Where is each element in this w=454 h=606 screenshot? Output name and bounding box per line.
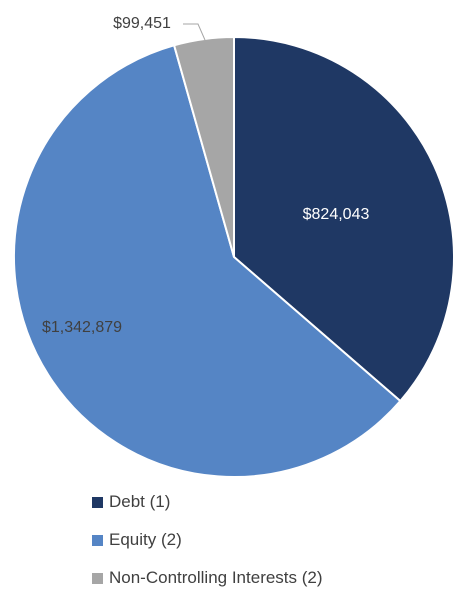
leader-line-non-controlling xyxy=(183,23,206,41)
legend-swatch-debt xyxy=(92,496,103,508)
legend-swatch-equity xyxy=(92,534,103,546)
pie-data-labels: $824,043 $1,342,879 $99,451 xyxy=(42,15,370,336)
legend-label-non-controlling: Non-Controlling Interests (2) xyxy=(109,568,323,587)
pie-slice-non-controlling xyxy=(172,35,235,258)
pie-slice-equity xyxy=(13,44,402,478)
legend-item-non-controlling: Non-Controlling Interests (2) xyxy=(92,568,323,588)
legend-swatch-non-controlling xyxy=(92,572,103,584)
pie-chart: $824,043 $1,342,879 $99,451 xyxy=(13,15,454,478)
legend-label-debt: Debt (1) xyxy=(109,492,171,511)
legend-label-equity: Equity (2) xyxy=(109,530,182,549)
pie-slices xyxy=(13,35,454,478)
legend-item-equity: Equity (2) xyxy=(92,530,323,550)
pie-slice-debt xyxy=(233,35,454,403)
data-label-debt: $824,043 xyxy=(303,206,370,223)
data-label-equity: $1,342,879 xyxy=(42,319,122,336)
legend-item-debt: Debt (1) xyxy=(92,492,323,512)
chart-legend: Debt (1) Equity (2) Non-Controlling Inte… xyxy=(92,492,323,606)
data-label-non-controlling: $99,451 xyxy=(113,15,171,32)
